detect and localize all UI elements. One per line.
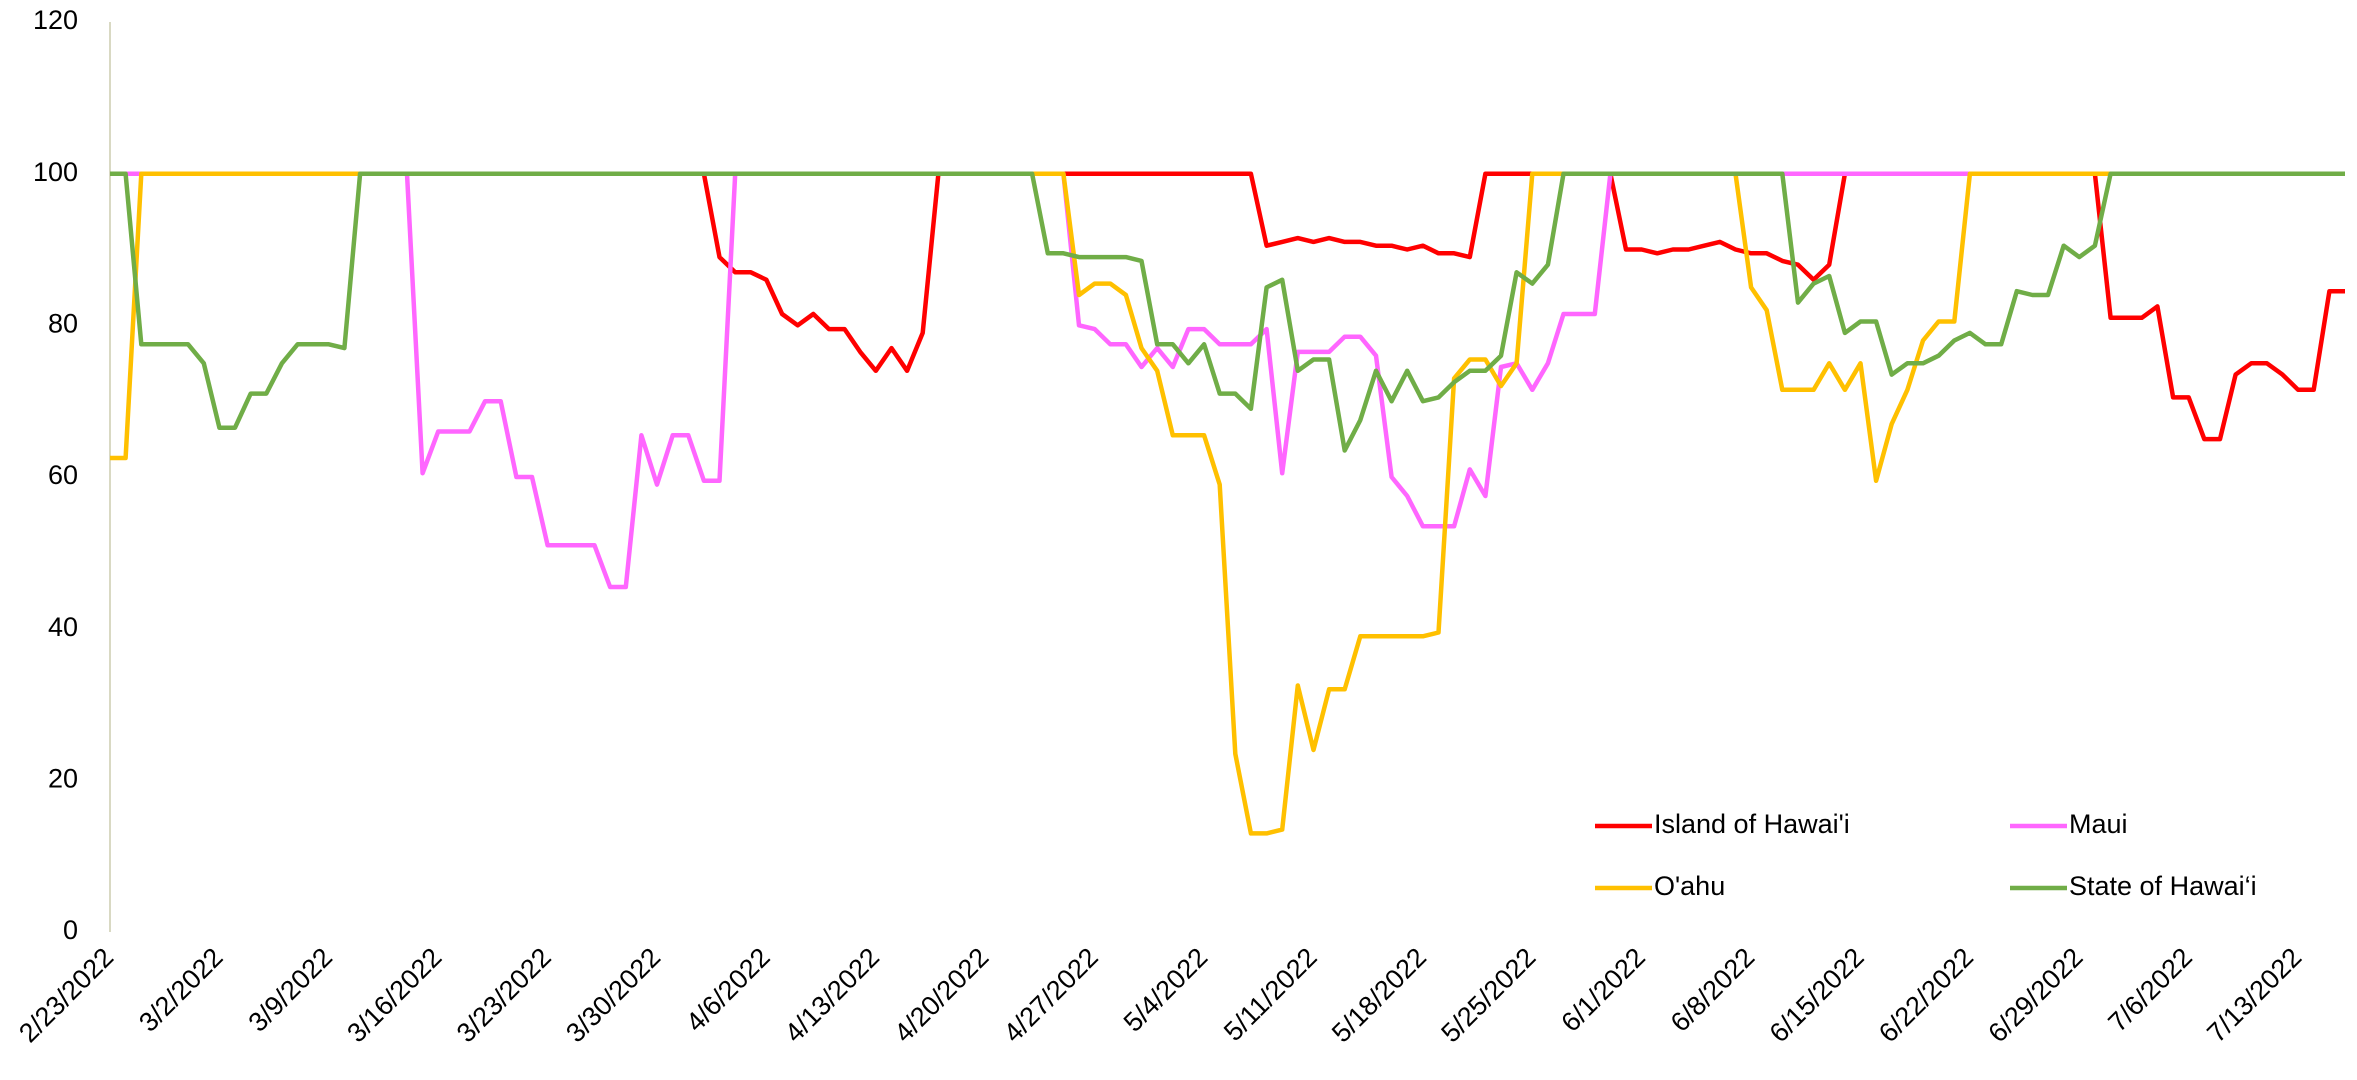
x-tick-label: 6/22/2022 — [1873, 942, 1979, 1048]
x-tick-label: 5/18/2022 — [1326, 942, 1432, 1048]
x-tick-label: 6/1/2022 — [1555, 942, 1651, 1038]
x-tick-label: 6/15/2022 — [1764, 942, 1870, 1048]
x-tick-label: 3/16/2022 — [341, 942, 447, 1048]
series-line — [110, 171, 2345, 836]
y-tick-label: 80 — [48, 308, 78, 338]
x-tick-label: 4/6/2022 — [680, 942, 776, 1038]
legend-label: Island of Hawai'i — [1654, 809, 1850, 839]
x-tick-label: 3/2/2022 — [133, 942, 229, 1038]
x-tick-label: 7/13/2022 — [2201, 942, 2307, 1048]
x-tick-label: 2/23/2022 — [13, 942, 119, 1048]
x-tick-label: 3/9/2022 — [243, 942, 339, 1038]
y-tick-label: 40 — [48, 612, 78, 642]
y-tick-label: 20 — [48, 763, 78, 793]
legend-label: Maui — [2069, 809, 2128, 839]
series-line — [110, 171, 2345, 453]
x-tick-label: 4/13/2022 — [779, 942, 885, 1048]
x-tick-label: 5/25/2022 — [1435, 942, 1541, 1048]
y-tick-label: 0 — [63, 915, 78, 945]
y-tick-label: 100 — [33, 157, 78, 187]
y-tick-label: 120 — [33, 5, 78, 35]
x-tick-label: 3/23/2022 — [451, 942, 557, 1048]
x-tick-label: 3/30/2022 — [560, 942, 666, 1048]
x-tick-label: 5/4/2022 — [1118, 942, 1214, 1038]
x-tick-label: 4/27/2022 — [998, 942, 1104, 1048]
x-tick-label: 6/8/2022 — [1665, 942, 1761, 1038]
x-tick-label: 6/29/2022 — [1982, 942, 2088, 1048]
x-tick-label: 5/11/2022 — [1218, 942, 1323, 1047]
y-tick-label: 60 — [48, 460, 78, 490]
x-tick-label: 4/20/2022 — [888, 942, 994, 1048]
legend-label: O'ahu — [1654, 871, 1725, 901]
x-tick-label: 7/6/2022 — [2102, 942, 2198, 1038]
series-line — [110, 171, 2345, 590]
legend-label: State of Hawai‘i — [2069, 871, 2257, 901]
series-line — [110, 171, 2345, 442]
